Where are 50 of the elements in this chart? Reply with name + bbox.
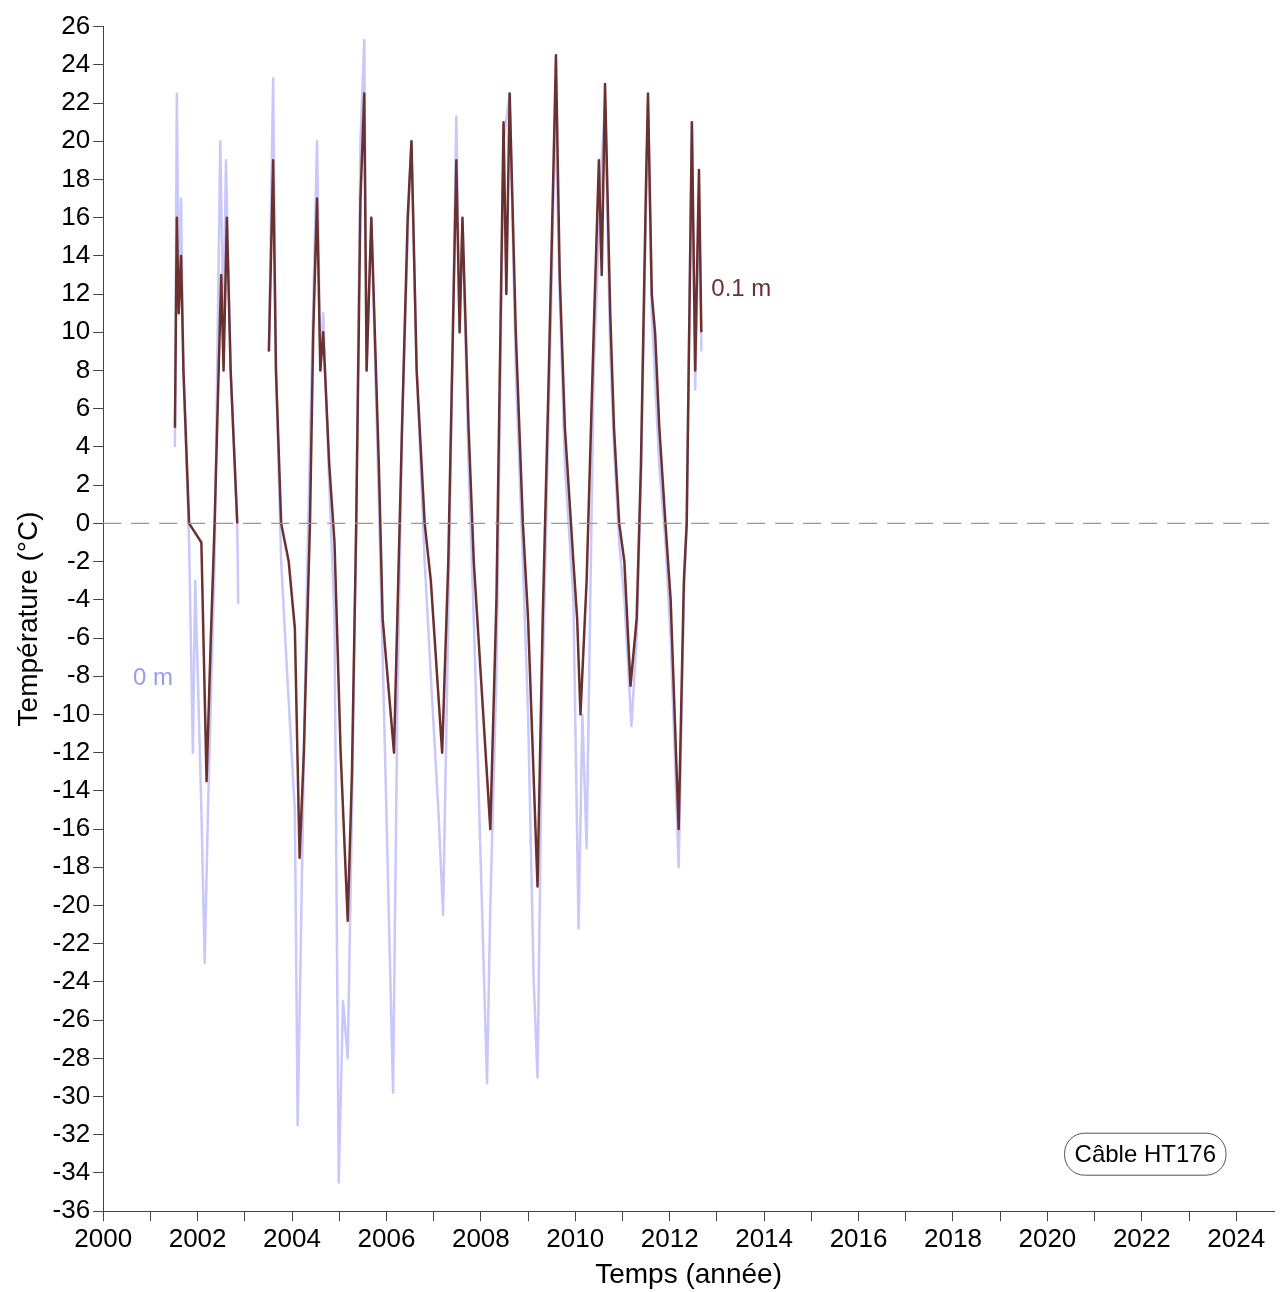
y-tick-label: -36 [52, 1194, 91, 1225]
x-tick-label: 2004 [263, 1222, 321, 1253]
y-tick-label: -14 [52, 774, 91, 805]
annotation: Câble HT176 [1074, 1139, 1217, 1167]
y-tick-label: 6 [75, 391, 91, 422]
x-tick-label: 2008 [451, 1222, 510, 1253]
y-tick-label: -28 [52, 1041, 91, 1072]
y-tick-label: -20 [52, 888, 91, 919]
y-tick-label: 0 [75, 506, 91, 537]
x-tick-label: 2022 [1112, 1222, 1171, 1253]
y-tick-label: -22 [52, 926, 91, 957]
x-tick-label: 2020 [1018, 1222, 1077, 1253]
y-tick-label: 12 [61, 277, 91, 308]
x-tick-label: 2018 [924, 1222, 982, 1253]
x-tick-label: 2010 [546, 1222, 605, 1253]
y-tick-label: -4 [67, 582, 91, 613]
y-tick-label: -30 [52, 1079, 91, 1110]
y-tick-label: 14 [61, 239, 91, 270]
series-label: 0 m [132, 662, 173, 690]
y-tick-label: 20 [61, 124, 91, 155]
y-tick-label: -12 [52, 735, 91, 766]
x-tick-label: 2006 [357, 1222, 416, 1253]
x-tick-label: 2012 [640, 1222, 699, 1253]
y-tick-label: -6 [67, 621, 91, 652]
y-tick-label: 10 [61, 315, 91, 346]
x-axis-title: Temps (année) [595, 1257, 782, 1289]
y-tick-label: -26 [52, 1003, 91, 1034]
y-tick-label: -10 [52, 697, 91, 728]
y-tick-label: 26 [61, 9, 91, 40]
y-axis-title: Température (°C) [11, 511, 43, 727]
y-tick-label: 24 [61, 47, 91, 78]
x-tick-label: 2024 [1207, 1222, 1266, 1253]
y-tick-label: -8 [67, 659, 91, 690]
series-label: 0.1 m [711, 274, 772, 302]
y-tick-label: 22 [61, 86, 91, 117]
y-tick-label: -16 [52, 812, 91, 843]
y-tick-label: 4 [75, 430, 91, 461]
y-tick-label: 2 [75, 468, 91, 499]
x-tick-label: 2002 [168, 1222, 227, 1253]
y-tick-label: -34 [52, 1156, 91, 1187]
y-tick-label: -18 [52, 850, 91, 881]
y-tick-label: -2 [67, 544, 91, 575]
y-tick-label: -24 [52, 965, 91, 996]
x-tick-label: 2014 [735, 1222, 794, 1253]
x-tick-label: 2000 [74, 1222, 133, 1253]
y-tick-label: 18 [61, 162, 91, 193]
x-tick-label: 2016 [829, 1222, 888, 1253]
y-tick-label: -32 [52, 1117, 91, 1148]
y-tick-label: 16 [61, 200, 91, 231]
y-tick-label: 8 [75, 353, 91, 384]
